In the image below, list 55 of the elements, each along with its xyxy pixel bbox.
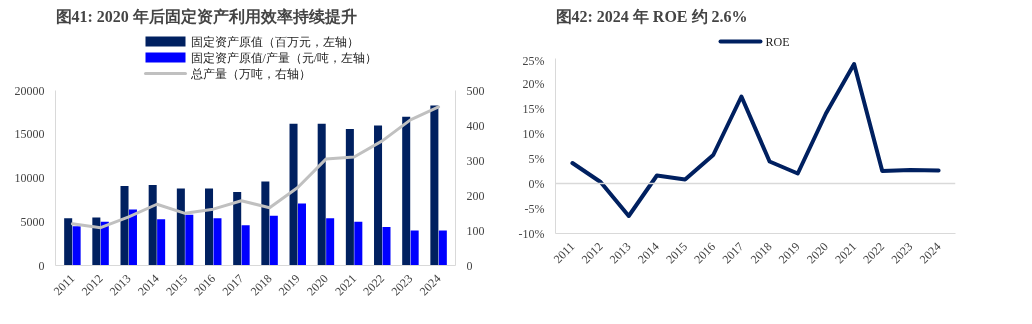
bar [92,217,101,266]
bar [64,218,73,266]
bar [269,215,278,266]
bar [185,214,194,266]
y-tick-label: 25% [522,53,545,68]
y2-tick-label: 100 [466,223,485,238]
y-tick-label: 15% [522,101,545,116]
y-tick-label: 10% [522,126,545,141]
legend-label: 固定资产原值（百万元，左轴） [190,34,359,49]
y-tick-label: 5% [528,151,545,166]
legend-label: ROE [765,34,790,49]
y-tick-label: 5000 [20,214,45,229]
bar [410,230,419,266]
bar [326,218,335,266]
bar [345,129,354,266]
bar [382,227,391,266]
y-tick-label: 20% [522,76,545,91]
legend-label: 固定资产原值/产量（元/吨，左轴） [190,50,378,65]
line-series [70,105,441,230]
y-tick-label: 10000 [14,171,45,185]
bar [176,188,185,266]
bar [438,230,447,266]
bar [241,225,250,266]
chart-title: 图41: 2020 年后固定资产利用效率持续提升 [55,6,357,25]
bar [354,221,363,266]
y-tick-label: 0 [38,258,45,273]
y2-tick-label: 500 [466,83,485,98]
bar [128,209,137,266]
y-tick-label: 20000 [14,83,45,98]
y2-tick-label: 200 [466,188,485,203]
y2-tick-label: 0 [466,258,473,273]
legend-label: 总产量（万吨，右轴） [189,66,311,81]
y-tick-label: -5% [524,201,545,216]
bar [148,185,157,266]
bar [100,221,109,266]
bar [317,123,326,266]
y2-tick-label: 400 [466,118,485,133]
bar [289,123,298,266]
y2-tick-label: 300 [466,153,485,168]
bar [205,188,214,266]
bar [213,218,222,266]
chart-title: 图42: 2024 年 ROE 约 2.6% [555,7,748,25]
y-tick-label: -10% [518,226,545,241]
bar [233,192,242,266]
bar [261,181,270,266]
y-tick-label: 15000 [14,127,45,142]
bar [120,185,129,266]
y-tick-label: 0% [528,176,545,191]
bar [402,116,411,266]
bar [72,226,81,266]
bar [430,105,439,266]
bar [374,125,383,266]
bar [297,203,306,266]
bar [157,219,166,266]
line-series [570,62,941,218]
